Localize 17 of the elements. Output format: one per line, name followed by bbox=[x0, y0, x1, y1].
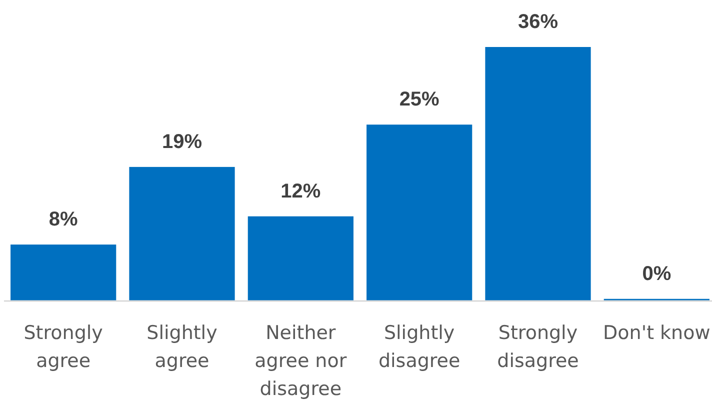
data-label: 25% bbox=[399, 88, 440, 111]
x-tick-label: Strongly disagree bbox=[497, 322, 579, 372]
data-label: 36% bbox=[518, 11, 558, 33]
bar bbox=[10, 244, 116, 301]
bar bbox=[129, 166, 235, 301]
x-tick-label: Slightly agree bbox=[146, 322, 218, 372]
data-label: 12% bbox=[280, 180, 321, 202]
bar bbox=[248, 216, 354, 301]
data-label: 8% bbox=[48, 208, 78, 231]
data-label: 19% bbox=[162, 130, 202, 153]
bar bbox=[366, 124, 472, 301]
x-tick-label: Strongly agree bbox=[24, 322, 103, 372]
x-tick-label: Don't know bbox=[603, 322, 710, 344]
x-tick-label: Slightly disagree bbox=[378, 322, 460, 372]
data-label: 0% bbox=[642, 262, 672, 285]
x-tick-label: Neither agree nor disagree bbox=[254, 322, 347, 400]
bar bbox=[485, 47, 591, 301]
